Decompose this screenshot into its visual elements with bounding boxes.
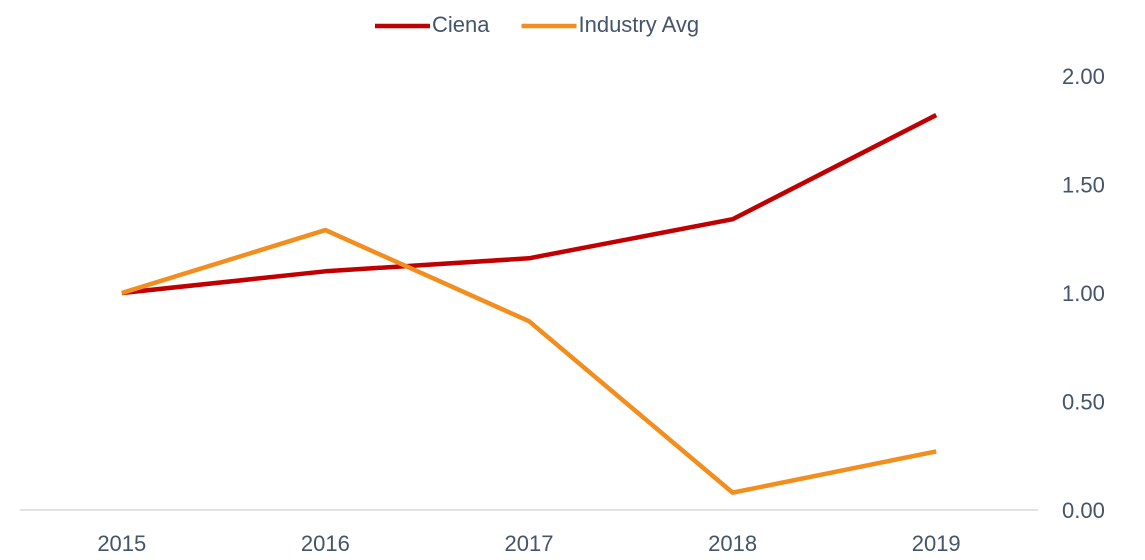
series-line	[121, 113, 938, 296]
y-tick-label: 2.00	[1062, 64, 1105, 89]
x-tick-label: 2015	[97, 531, 146, 556]
x-tick-label: 2017	[505, 531, 554, 556]
legend-label: Ciena	[432, 12, 490, 37]
series-line	[121, 227, 937, 495]
y-tick-label: 1.00	[1062, 281, 1105, 306]
x-tick-label: 2019	[912, 531, 961, 556]
y-tick-label: 1.50	[1062, 172, 1105, 197]
y-tick-label: 0.50	[1062, 389, 1105, 414]
x-tick-label: 2018	[708, 531, 757, 556]
y-tick-label: 0.00	[1062, 498, 1105, 523]
legend-label: Industry Avg	[578, 12, 699, 37]
x-tick-label: 2016	[301, 531, 350, 556]
